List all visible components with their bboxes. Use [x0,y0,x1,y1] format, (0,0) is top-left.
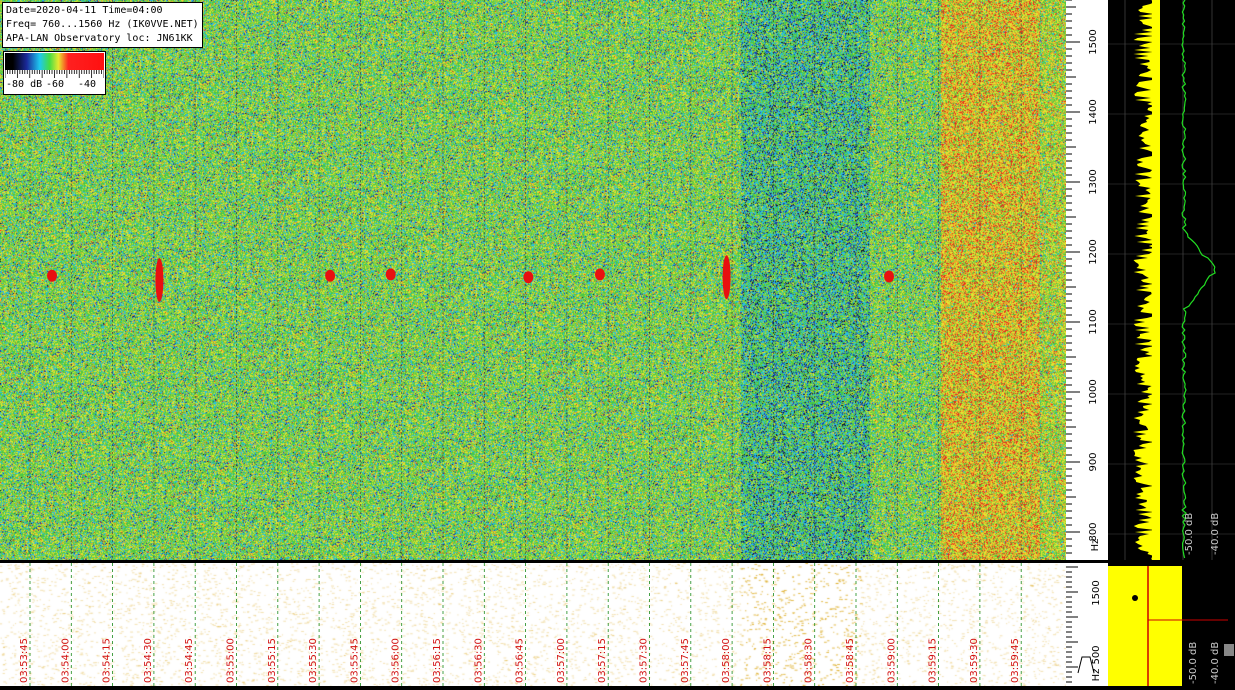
meteor-echo [385,268,396,281]
time-label: 03:55:30 [308,638,319,683]
bottom-spectrum-yellow [1108,566,1182,686]
freq-tick-label: 500 [1091,645,1102,664]
freq-tick-label: 1100 [1088,309,1099,334]
time-strip-overlay: 03:53:45 03:54:00 03:54:15 03:54:30 03:54:45… [19,563,1022,686]
time-label: 03:56:00 [391,638,402,683]
colorbar-gradient [5,53,104,70]
time-label: 03:57:45 [680,638,691,683]
spectrum-green-line [1181,0,1216,559]
info-observatory: APA-LAN Observatory loc: JN61KK [6,33,193,44]
waterfall-spectrogram [0,0,1066,560]
waterfall-overlay [29,0,1022,560]
freq-tick-label: 1200 [1088,239,1099,264]
meteor-echo [47,269,58,282]
time-label: 03:59:30 [969,638,980,683]
info-frequency: Freq= 760...1560 Hz (IK0VVE.NET) [6,19,199,30]
freq-tick-label: 1000 [1088,379,1099,404]
time-label: 03:58:45 [845,638,856,683]
time-label: 03:54:30 [143,638,154,683]
colorbar-label-mid: -60 [46,79,65,90]
time-label: 03:56:15 [432,638,443,683]
freq-unit-label: Hz [1090,539,1101,552]
meteor-echo [722,255,731,300]
meteor-echo [594,268,605,281]
time-label: 03:57:00 [556,638,567,683]
frequency-axis: 800 900 1000 1100 1200 1300 1400 1500 Hz [1066,0,1108,560]
meteor-echo [155,258,164,302]
time-label: 03:56:45 [515,638,526,683]
freq-tick-label: 1500 [1091,580,1102,605]
time-label: 03:56:30 [473,638,484,683]
info-date-time: Date=2020-04-11 Time=04:00 [6,5,163,16]
time-label: 03:54:00 [60,638,71,683]
time-strip-canvas [0,563,1066,686]
db-label: -50.0 dB [1188,642,1199,684]
spectrum-yellow-core [1152,0,1160,560]
colorbar-legend: -80 dB -60 -40 [3,51,106,95]
time-label: 03:57:30 [639,638,650,683]
freq-tick-label: 1400 [1088,99,1099,124]
info-box: Date=2020-04-11 Time=04:00 Freq= 760...1… [2,2,203,48]
time-label: 03:58:15 [762,638,773,683]
spectrum-panel: -50.0 dB -40.0 dB -50.0 dB -40.0 dB [1108,0,1235,686]
time-label: 03:59:00 [886,638,897,683]
colorbar-label-max: -40 [78,79,97,90]
time-label: 03:59:45 [1010,638,1021,683]
time-label: 03:57:15 [597,638,608,683]
time-label: 03:55:15 [267,638,278,683]
colorbar-label-min: -80 dB [6,79,43,90]
db-label: -50.0 dB [1184,513,1195,555]
colorbar-ticks [5,70,104,78]
freq-unit-label: Hz [1091,669,1102,682]
meteor-echo [884,270,895,283]
bandpass-shape [1077,656,1095,674]
panel-separator [0,560,1066,563]
frequency-axis-bottom: 500 1500 Hz [1066,563,1108,686]
bottom-spectrum-dot [1132,595,1138,601]
time-label: 03:58:30 [804,638,815,683]
time-label: 03:54:45 [184,638,195,683]
time-strip: 03:53:45 03:54:00 03:54:15 03:54:30 03:54:45… [0,563,1066,686]
freq-tick-label: 1500 [1088,29,1099,54]
freq-tick-label: 1300 [1088,169,1099,194]
freq-tick-label: 800 [1088,522,1099,541]
db-label: -40.0 dB [1210,642,1221,684]
time-label: 03:55:45 [349,638,360,683]
meteor-echo [325,269,336,282]
spectrum-plot: -50.0 dB -40.0 dB -50.0 dB -40.0 dB [1108,0,1235,686]
time-label: 03:55:00 [226,638,237,683]
freq-tick-label: 900 [1088,452,1099,471]
time-label: 03:58:00 [721,638,732,683]
bottom-spectrum-marker [1224,644,1234,656]
time-label: 03:54:15 [102,638,113,683]
time-label: 03:53:45 [19,638,30,683]
meteor-echo [523,271,534,284]
time-label: 03:59:15 [928,638,939,683]
db-label: -40.0 dB [1210,513,1221,555]
